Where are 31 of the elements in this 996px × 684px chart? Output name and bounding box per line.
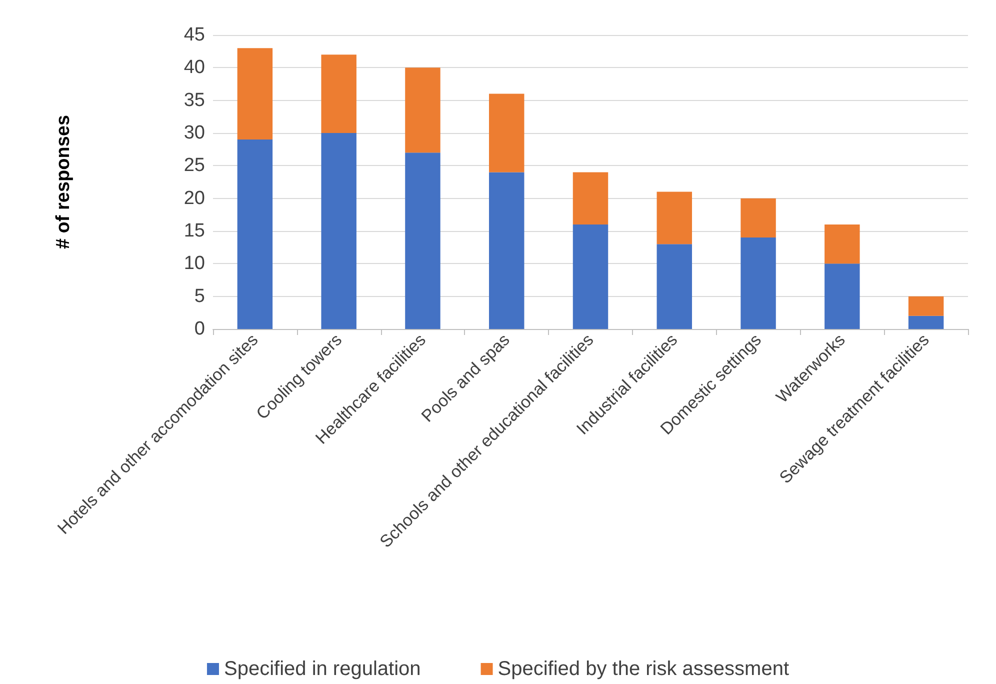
bar	[656, 244, 692, 329]
y-tick-label: 5	[194, 286, 205, 307]
bar	[488, 94, 524, 172]
legend-label: Specified in regulation	[224, 658, 421, 680]
bar	[488, 172, 524, 329]
y-tick-label: 30	[184, 122, 205, 144]
bar	[824, 264, 860, 329]
y-tick-label: 0	[194, 318, 205, 340]
bar	[824, 224, 860, 264]
bar	[740, 198, 776, 238]
bar	[321, 54, 356, 133]
y-tick-label: 10	[184, 253, 205, 274]
bar	[656, 192, 692, 244]
y-tick-label: 20	[184, 188, 205, 209]
y-tick-label: 45	[184, 24, 205, 46]
bar	[740, 238, 776, 329]
bar	[572, 172, 608, 224]
y-tick-label: 15	[184, 220, 205, 242]
y-tick-label: 25	[184, 155, 205, 176]
bar	[572, 224, 608, 329]
y-tick-label: 40	[184, 57, 205, 78]
y-axis-title: # of responses	[53, 114, 74, 250]
bar	[405, 152, 440, 329]
bar	[321, 133, 356, 329]
bar	[237, 140, 273, 329]
y-tick-label: 35	[184, 90, 205, 111]
bar	[908, 296, 944, 316]
legend-label: Specified by the risk assessment	[498, 658, 790, 680]
bar	[237, 48, 273, 140]
bar	[405, 68, 440, 153]
bar	[908, 316, 944, 329]
